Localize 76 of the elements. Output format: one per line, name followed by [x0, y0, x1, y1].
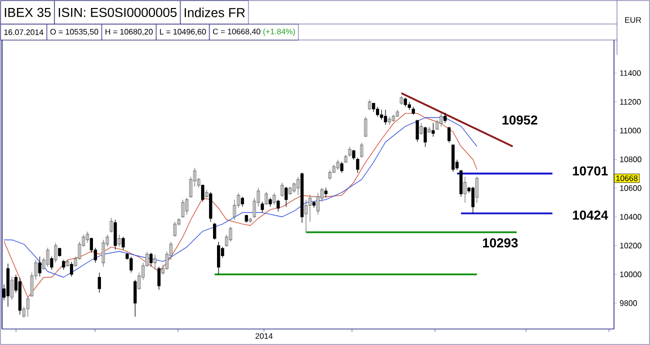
- candlestick: [348, 146, 352, 158]
- candlestick: [110, 217, 113, 233]
- text: Indizes FR: [184, 8, 245, 18]
- candlestick: [50, 256, 54, 270]
- candlestick: [471, 186, 475, 214]
- candlestick: [268, 197, 272, 208]
- candlestick: [62, 259, 66, 270]
- candlestick: [26, 296, 30, 318]
- candlestick: [272, 192, 276, 206]
- candlestick: [404, 97, 407, 108]
- candlestick: [264, 192, 268, 206]
- candlestick: [157, 266, 161, 290]
- candlestick: [118, 234, 121, 248]
- candlestick: [312, 201, 316, 208]
- candlestick: [54, 242, 58, 264]
- candlestick: [86, 231, 90, 244]
- candlestick: [149, 252, 153, 268]
- candlestick: [412, 106, 415, 116]
- candlestick: [240, 196, 244, 208]
- candlestick: [248, 217, 252, 224]
- candlestick: [324, 188, 328, 198]
- candlestick: [284, 186, 288, 208]
- annotation: 10424: [572, 210, 608, 220]
- candlestick: [244, 214, 248, 224]
- candlestick: [130, 256, 133, 273]
- candlestick: [440, 112, 443, 127]
- candlestick: [66, 259, 70, 268]
- candlestick: [153, 254, 157, 270]
- candlestick: [38, 256, 42, 277]
- candlestick: [360, 142, 364, 158]
- candlestick: [384, 109, 388, 126]
- candlestick: [408, 102, 411, 110]
- candlestick: [122, 236, 125, 250]
- candlestick: [6, 263, 10, 308]
- candlestick: [356, 157, 360, 174]
- candlestick: [428, 126, 431, 134]
- candlestick: [201, 184, 204, 202]
- candlestick: [173, 221, 176, 237]
- candlestick: [114, 219, 117, 250]
- candlestick: [98, 272, 101, 294]
- candlestick: [451, 144, 455, 172]
- candlestick: [185, 197, 188, 215]
- candlestick: [368, 100, 372, 110]
- candlestick: [444, 112, 447, 124]
- annotation: 10293: [482, 238, 518, 248]
- candlestick: [18, 277, 22, 315]
- candlestick: [388, 116, 392, 126]
- chart-title: IBEX 35: [4, 8, 51, 18]
- candlestick: [336, 159, 340, 170]
- candlestick: [463, 176, 467, 204]
- candlestick: [70, 261, 74, 277]
- candlestick: [344, 154, 348, 164]
- candlestick: [300, 172, 304, 224]
- candlestick: [296, 176, 300, 196]
- annotation: 10701: [572, 166, 608, 176]
- candlestick: [400, 96, 403, 106]
- candlestick: [420, 122, 423, 136]
- candlestick: [340, 161, 344, 174]
- candlestick: [280, 182, 284, 198]
- candlestick: [260, 201, 264, 213]
- candlestick: [352, 150, 356, 160]
- candlestick: [58, 247, 62, 257]
- candlestick: [10, 276, 14, 300]
- candlestick: [217, 241, 220, 275]
- chart-subtitle: ISIN: ES0SI0000005: [58, 8, 177, 18]
- candlestick: [459, 170, 463, 198]
- candlestick: [134, 280, 137, 318]
- candlestick: [416, 119, 419, 142]
- candlestick: [376, 106, 380, 118]
- candlestick: [46, 247, 50, 268]
- candlestick: [181, 199, 184, 218]
- candlestick: [432, 122, 435, 138]
- candlestick: [205, 190, 208, 198]
- candlestick: [276, 199, 280, 212]
- annotation: 10952: [502, 115, 538, 125]
- candlestick: [424, 126, 427, 148]
